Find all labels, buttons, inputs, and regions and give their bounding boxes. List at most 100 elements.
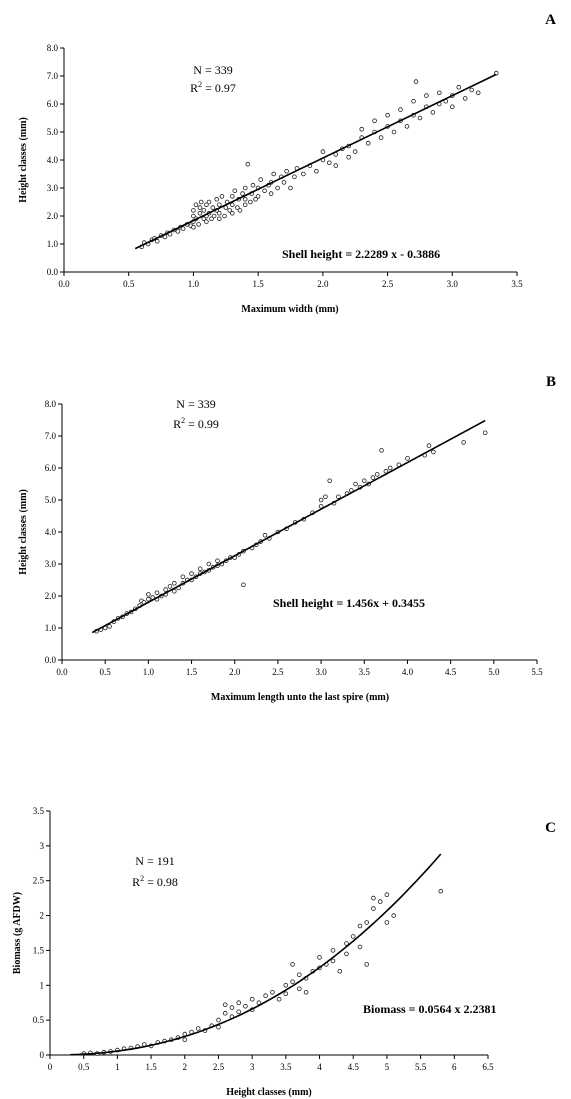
panel-c-data-point bbox=[330, 958, 336, 964]
panel-a-data-point bbox=[197, 210, 203, 216]
panel-a-y-tick-label: 8.0 bbox=[47, 43, 59, 53]
panel-a-data-point bbox=[227, 208, 233, 213]
panel-b-data-point bbox=[163, 587, 168, 592]
panel-a-data-point bbox=[314, 168, 319, 174]
panel-a-data-point bbox=[253, 196, 258, 202]
panel-c-y-tick-label: 0 bbox=[40, 1050, 45, 1060]
panel-b-y-tick-label: 5.0 bbox=[45, 495, 57, 505]
panel-c-data-point bbox=[229, 1005, 235, 1010]
panel-c-data-point bbox=[296, 986, 302, 992]
panel-a-data-point bbox=[398, 107, 403, 112]
panel-c-y-tick-label: 1.5 bbox=[33, 945, 45, 955]
panel-b-data-point bbox=[146, 596, 151, 602]
panel-a-data-point bbox=[346, 154, 352, 160]
panel-c-y-axis-title: Biomass (g AFDW) bbox=[12, 892, 23, 974]
panel-c-data-point bbox=[283, 991, 289, 996]
panel-a-data-point bbox=[197, 205, 203, 210]
panel-a-data-point bbox=[201, 216, 207, 222]
panel-c-data-point bbox=[182, 1037, 188, 1042]
panel-a-y-tick-label: 3.0 bbox=[47, 183, 59, 193]
panel-c-data-point bbox=[377, 899, 383, 904]
panel-b-data-point bbox=[262, 532, 268, 538]
panel-a-data-point bbox=[372, 118, 377, 124]
panel-a-data-point bbox=[206, 199, 212, 205]
panel-b-x-tick-label: 1.0 bbox=[143, 667, 155, 677]
panel-a-data-point bbox=[281, 180, 287, 185]
panel-a-data-point bbox=[469, 87, 475, 93]
panel-a-data-point bbox=[248, 199, 253, 205]
panel-a-fit-line bbox=[134, 73, 497, 250]
panel-a-data-point bbox=[235, 205, 240, 210]
panel-a-data-point bbox=[413, 79, 419, 84]
panel-a-data-point bbox=[230, 194, 235, 199]
panel-a-data-point bbox=[154, 238, 160, 244]
panel-c-data-point bbox=[216, 1017, 221, 1023]
panel-a-data-point bbox=[242, 202, 248, 208]
panel-b-data-point bbox=[323, 494, 328, 500]
panel-c-data-point bbox=[303, 989, 309, 995]
panel-c-data-point bbox=[317, 955, 322, 960]
panel-c-data-point bbox=[344, 951, 349, 957]
panel-c-x-tick-label: 6.5 bbox=[482, 1062, 494, 1072]
panel-b-data-point bbox=[482, 430, 488, 436]
panel-a-data-point bbox=[230, 202, 235, 208]
panel-a-data-point bbox=[417, 115, 423, 121]
panel-b-x-tick-label: 1.5 bbox=[186, 667, 198, 677]
panel-c-data-point bbox=[350, 934, 356, 939]
panel-c-data-point bbox=[438, 888, 444, 894]
panel-c-data-point bbox=[290, 979, 295, 985]
panel-b-data-point bbox=[154, 590, 160, 596]
panel-c-r2-label: R2 = 0.98 bbox=[132, 874, 178, 889]
panel-b-letter: B bbox=[546, 374, 556, 390]
panel-a-x-tick-label: 2.5 bbox=[382, 279, 394, 289]
panel-a-equation: Shell height = 2.2289 x - 0.3886 bbox=[282, 247, 440, 261]
panel-a-x-tick-label: 2.0 bbox=[317, 279, 329, 289]
panel-c-equation: Biomass = 0.0564 x 2.2381 bbox=[363, 1002, 497, 1016]
panel-a-data-point bbox=[258, 177, 264, 182]
panel-a-data-point bbox=[359, 126, 365, 132]
panel-b-fit-line bbox=[91, 419, 486, 634]
panel-b-x-tick-label: 4.0 bbox=[402, 667, 414, 677]
panel-b-x-tick-label: 0.5 bbox=[100, 667, 112, 677]
panel-b-data-point bbox=[336, 494, 341, 500]
panel-b-r2-label: R2 = 0.99 bbox=[173, 416, 219, 431]
panel-c-x-tick-label: 1 bbox=[115, 1062, 120, 1072]
panel-c-x-tick-label: 6 bbox=[452, 1062, 457, 1072]
panel-c-data-point bbox=[283, 982, 289, 988]
panel-b-data-point bbox=[387, 465, 393, 471]
panel-c-data-point bbox=[364, 920, 370, 925]
panel-a-x-tick-label: 3.5 bbox=[511, 279, 523, 289]
panel-c-data-point bbox=[357, 923, 363, 929]
panel-b-x-tick-label: 3.5 bbox=[359, 667, 371, 677]
panel-b-data-point bbox=[383, 468, 389, 474]
panel-c-data-point bbox=[236, 1009, 242, 1015]
panel-a-data-point bbox=[232, 188, 238, 194]
panel-b-y-tick-label: 2.0 bbox=[45, 591, 57, 601]
panel-a-data-point bbox=[237, 208, 243, 213]
panel-a-n-label: N = 339 bbox=[193, 63, 232, 77]
panel-b-y-tick-label: 4.0 bbox=[45, 527, 57, 537]
panel-c-data-point bbox=[384, 892, 390, 897]
panel-a-y-tick-label: 5.0 bbox=[47, 127, 59, 137]
panel-b-y-tick-label: 3.0 bbox=[45, 559, 57, 569]
panel-b-n-label: N = 339 bbox=[176, 397, 215, 411]
panel-a-data-point bbox=[365, 140, 371, 146]
panel-b-data-point bbox=[180, 574, 186, 580]
panel-a-y-axis-title: Height classes (mm) bbox=[18, 117, 29, 203]
panel-b-data-point bbox=[206, 561, 212, 567]
panel-a-data-point bbox=[193, 202, 199, 208]
panel-c-x-tick-label: 5 bbox=[385, 1062, 390, 1072]
panel-c-data-point bbox=[384, 920, 390, 925]
panel-b-data-point bbox=[146, 592, 151, 597]
panel-c-y-tick-label: 2.5 bbox=[33, 876, 45, 886]
panel-a-x-tick-label: 3.0 bbox=[447, 279, 459, 289]
panel-b-x-tick-label: 5.0 bbox=[488, 667, 500, 677]
panel-a-data-point bbox=[191, 213, 196, 219]
panel-b-y-tick-label: 6.0 bbox=[45, 463, 57, 473]
panel-a-data-point bbox=[275, 185, 280, 191]
panel-c-data-point bbox=[357, 944, 363, 950]
panel-a-data-point bbox=[284, 168, 289, 174]
panel-b-x-tick-label: 2.0 bbox=[229, 667, 241, 677]
panel-a-r2-label: R2 = 0.97 bbox=[190, 80, 236, 95]
